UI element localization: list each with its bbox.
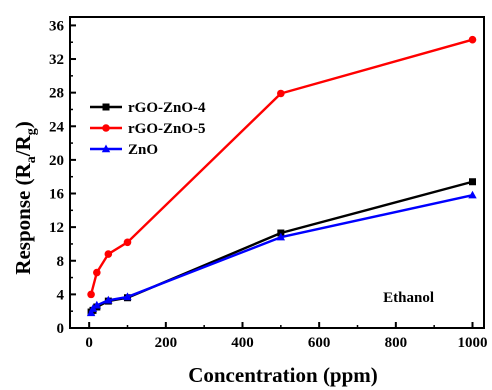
data-point [93, 268, 101, 277]
data-point [123, 292, 132, 301]
y-tick-label: 0 [57, 321, 65, 337]
annotation-ethanol: Ethanol [383, 290, 434, 306]
legend-marker [102, 124, 110, 132]
data-point [276, 232, 286, 241]
series-line [89, 38, 473, 295]
plot-area [69, 16, 485, 329]
x-tick-label: 0 [85, 335, 93, 351]
legend-label: ZnO [128, 142, 158, 158]
series-layer [86, 35, 477, 317]
data-point [92, 300, 102, 309]
y-tick-label: 16 [49, 187, 65, 203]
legend: rGO-ZnO-4 rGO-ZnO-5 ZnO [90, 100, 206, 158]
x-axis-title: Concentration (ppm) [188, 363, 378, 387]
y-axis: 0 4 8 12 16 20 24 28 32 36 [49, 18, 76, 337]
legend-item: rGO-ZnO-5 [90, 121, 206, 137]
y-tick-label: 8 [57, 254, 65, 270]
legend-marker [102, 103, 110, 111]
legend-label: rGO-ZnO-5 [128, 121, 206, 137]
data-point [469, 178, 476, 186]
legend-marker [101, 144, 111, 153]
legend-item: rGO-ZnO-4 [90, 100, 206, 116]
data-point [468, 35, 477, 44]
series-ZnO [86, 190, 477, 317]
x-tick-label: 400 [231, 335, 254, 351]
legend-item: ZnO [90, 142, 158, 158]
x-tick-label: 200 [155, 335, 178, 351]
y-tick-label: 20 [49, 153, 64, 169]
y-tick-label: 12 [49, 220, 64, 236]
legend-label: rGO-ZnO-4 [128, 100, 206, 116]
y-tick-label: 36 [49, 18, 65, 34]
series-rGO-ZnO-5 [87, 35, 477, 299]
y-tick-label: 28 [49, 86, 64, 102]
y-tick-label: 4 [57, 287, 65, 303]
y-axis-title: Response (Ra/Rg) [11, 121, 39, 274]
plot-frame [69, 16, 485, 329]
y-tick-label: 32 [49, 52, 64, 68]
data-point [87, 290, 95, 299]
x-tick-label: 1000 [458, 335, 488, 351]
x-axis: 0 200 400 600 800 1000 [85, 322, 488, 351]
y-tick-label: 24 [49, 119, 65, 135]
data-point [277, 89, 285, 98]
x-tick-label: 600 [308, 335, 331, 351]
data-point [104, 295, 113, 304]
data-point [468, 190, 477, 199]
x-tick-label: 800 [385, 335, 408, 351]
data-point [104, 250, 113, 258]
data-point [86, 308, 96, 317]
data-point [123, 238, 132, 247]
